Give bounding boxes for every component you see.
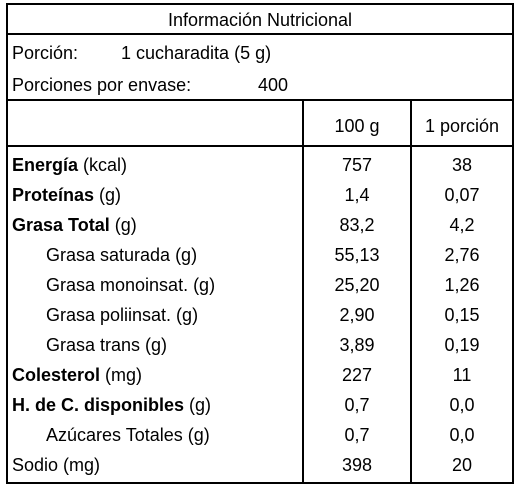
nutrient-name: Grasa monoinsat. (g) (46, 275, 216, 295)
nutrient-row-sodium: Sodio (mg) 398 20 (8, 450, 512, 480)
value-per-portion: 0,0 (449, 395, 475, 415)
value-per-portion: 0,19 (444, 335, 480, 355)
nutrient-name: H. de C. disponibles (g) (12, 395, 212, 415)
table-title: Información Nutricional (8, 5, 512, 35)
nutrient-row-saturated-fat: Grasa saturada (g) 55,13 2,76 (8, 240, 512, 270)
nutrition-facts-table: Información Nutricional Porción: 1 cucha… (6, 3, 514, 484)
value-per-portion: 0,07 (444, 185, 480, 205)
nutrient-row-monounsaturated-fat: Grasa monoinsat. (g) 25,20 1,26 (8, 270, 512, 300)
value-per-portion: 38 (451, 155, 473, 175)
nutrient-row-total-sugars: Azúcares Totales (g) 0,7 0,0 (8, 420, 512, 450)
per-container-label: Porciones por envase: (12, 75, 192, 95)
nutrient-row-protein: Proteínas (g) 1,4 0,07 (8, 180, 512, 210)
nutrient-row-total-fat: Grasa Total (g) 83,2 4,2 (8, 210, 512, 240)
nutrient-name: Sodio (mg) (12, 455, 101, 475)
nutrient-name: Grasa saturada (g) (46, 245, 198, 265)
nutrient-name: Grasa Total (g) (12, 215, 137, 235)
value-per-100g: 25,20 (334, 275, 380, 295)
nutrient-name: Azúcares Totales (g) (46, 425, 210, 445)
nutrient-row-trans-fat: Grasa trans (g) 3,89 0,19 (8, 330, 512, 360)
column-divider (410, 101, 412, 482)
column-header-portion: 1 porción (424, 116, 500, 136)
header-divider (8, 145, 512, 147)
value-per-portion: 1,26 (444, 275, 480, 295)
value-per-portion: 0,15 (444, 305, 480, 325)
value-per-portion: 20 (451, 455, 473, 475)
column-divider (302, 101, 304, 482)
value-per-portion: 11 (452, 365, 472, 385)
nutrient-name: Grasa trans (g) (46, 335, 168, 355)
value-per-100g: 1,4 (344, 185, 370, 205)
value-per-100g: 83,2 (339, 215, 375, 235)
nutrient-row-polyunsaturated-fat: Grasa poliinsat. (g) 2,90 0,15 (8, 300, 512, 330)
value-per-100g: 398 (341, 455, 373, 475)
value-per-100g: 3,89 (339, 335, 375, 355)
per-container-value: 400 (258, 75, 289, 95)
column-header-100g: 100 g (334, 116, 380, 136)
nutrient-row-energy: Energía (kcal) 757 38 (8, 150, 512, 180)
value-per-100g: 0,7 (344, 425, 370, 445)
value-per-100g: 2,90 (339, 305, 375, 325)
nutrient-grid: 100 g 1 porción Energía (kcal) 757 38 Pr… (8, 101, 512, 482)
value-per-100g: 227 (341, 365, 373, 385)
nutrient-row-available-carbs: H. de C. disponibles (g) 0,7 0,0 (8, 390, 512, 420)
portion-label: Porción: (12, 43, 79, 63)
value-per-portion: 0,0 (449, 425, 475, 445)
value-per-100g: 0,7 (344, 395, 370, 415)
serving-info: Porción: 1 cucharadita (5 g) Porciones p… (8, 35, 512, 101)
nutrient-name: Proteínas (g) (12, 185, 122, 205)
column-header-row: 100 g 1 porción (8, 111, 512, 141)
value-per-100g: 55,13 (334, 245, 380, 265)
value-per-portion: 4,2 (449, 215, 475, 235)
nutrient-name: Colesterol (mg) (12, 365, 143, 385)
portion-value: 1 cucharadita (5 g) (121, 43, 272, 63)
nutrient-name: Energía (kcal) (12, 155, 128, 175)
nutrient-name: Grasa poliinsat. (g) (46, 305, 199, 325)
nutrient-row-cholesterol: Colesterol (mg) 227 11 (8, 360, 512, 390)
value-per-portion: 2,76 (444, 245, 480, 265)
value-per-100g: 757 (341, 155, 373, 175)
